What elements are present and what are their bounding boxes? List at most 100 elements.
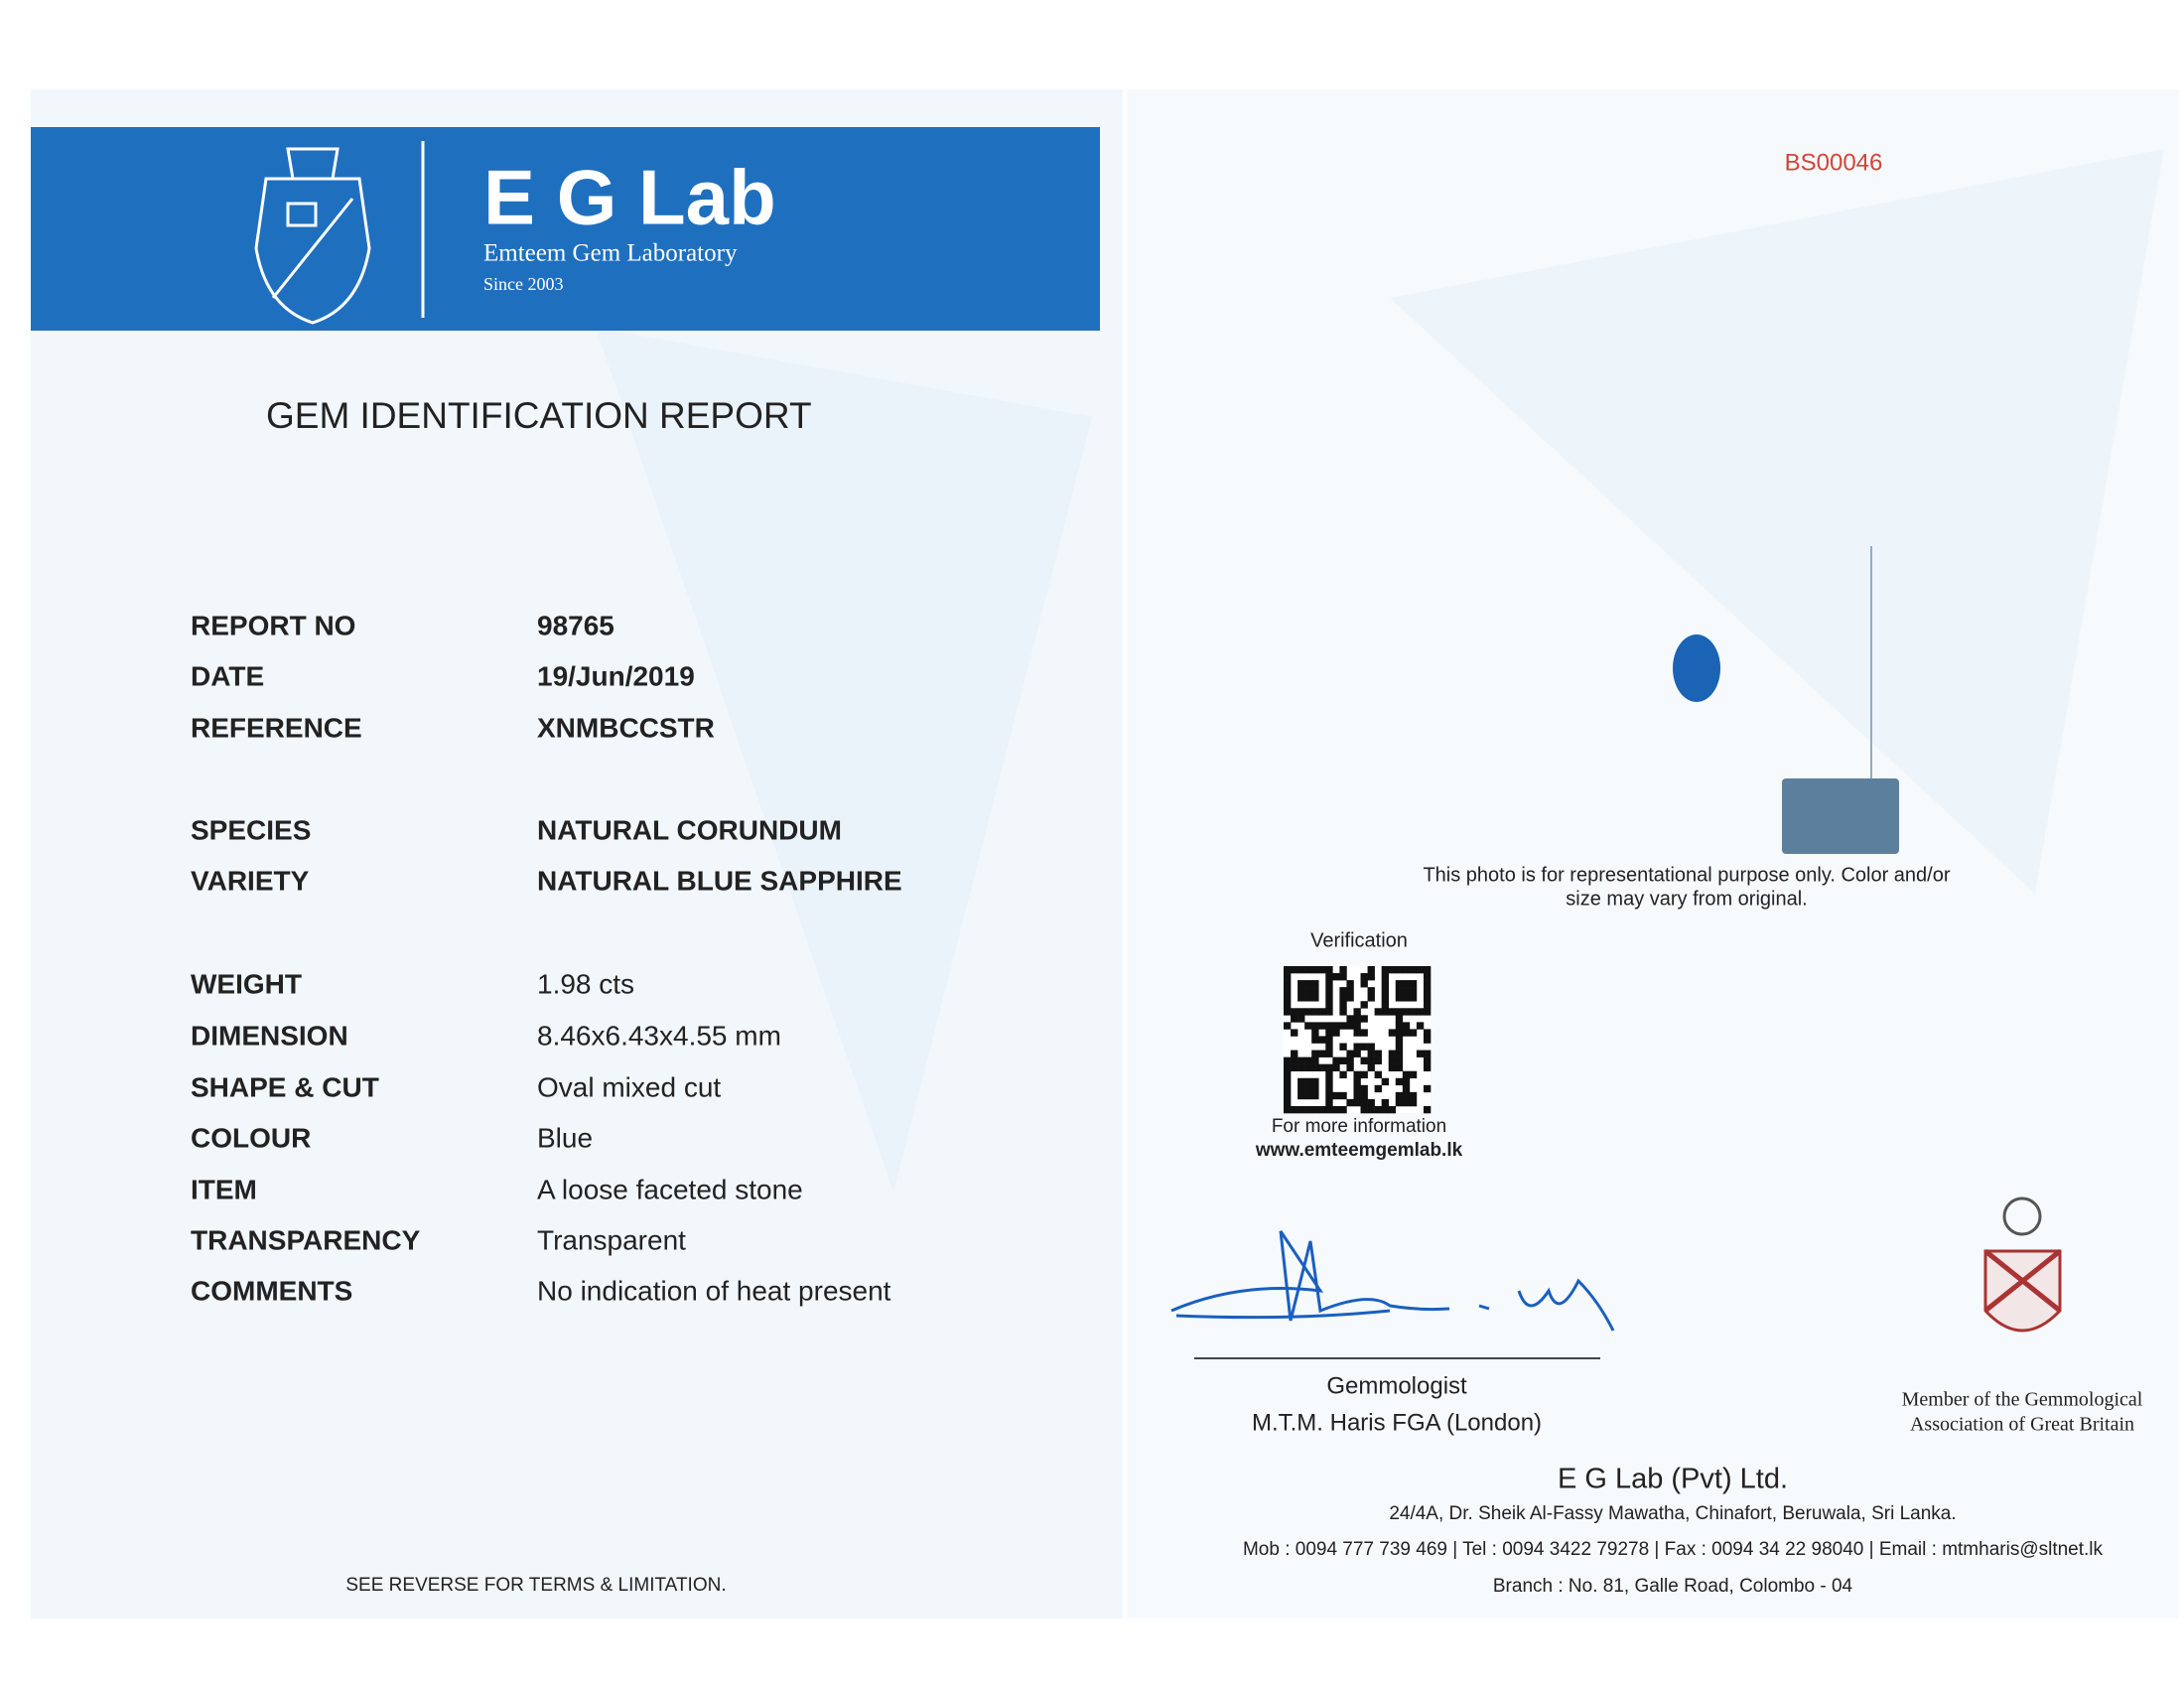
qr-module	[1360, 1043, 1368, 1051]
qr-module	[1304, 1063, 1312, 1072]
qr-module	[1353, 1091, 1361, 1100]
hologram	[1782, 778, 1899, 854]
qr-module	[1402, 966, 1411, 974]
qr-module	[1353, 1084, 1361, 1093]
qr-module	[1395, 1029, 1404, 1037]
qr-module	[1409, 1008, 1418, 1016]
qr-module	[1395, 1077, 1404, 1086]
qr-module	[1332, 1029, 1340, 1037]
field-label: DIMENSION	[191, 1020, 348, 1051]
qr-module	[1395, 1022, 1404, 1030]
qr-module	[1353, 1029, 1361, 1037]
brand-since: Since 2003	[483, 274, 564, 294]
qr-module	[1395, 1050, 1404, 1057]
qr-module	[1402, 1091, 1411, 1100]
field-label: REFERENCE	[191, 712, 362, 743]
qr-module	[1325, 1105, 1333, 1114]
qr-module	[1367, 1050, 1375, 1057]
qr-module	[1291, 1015, 1298, 1023]
qr-module	[1339, 1022, 1347, 1030]
qr-module	[1395, 987, 1404, 995]
field-value: XNMBCCSTR	[537, 712, 715, 743]
qr-module	[1402, 994, 1411, 1002]
field-label: COLOUR	[191, 1122, 311, 1153]
qr-module	[1409, 1091, 1418, 1100]
qr-module	[1325, 1063, 1333, 1072]
field-value: 98765	[537, 610, 614, 640]
qr-module	[1339, 1043, 1347, 1051]
qr-module	[1284, 1022, 1292, 1030]
qr-module	[1325, 1098, 1333, 1107]
qr-module	[1367, 987, 1375, 995]
qr-module	[1409, 966, 1418, 974]
qr-module	[1346, 1050, 1354, 1057]
qr-module	[1325, 1043, 1333, 1051]
qr-module	[1423, 966, 1432, 974]
qr-module	[1381, 1098, 1390, 1107]
qr-module	[1360, 1084, 1368, 1093]
qr-module	[1318, 1105, 1326, 1114]
qr-module	[1284, 1056, 1292, 1064]
qr-module	[1318, 1008, 1326, 1016]
field-value: A loose faceted stone	[537, 1174, 803, 1204]
qr-module	[1304, 980, 1312, 988]
qr-module	[1325, 1070, 1333, 1079]
qr-module	[1388, 1029, 1397, 1037]
qr-module	[1325, 980, 1333, 988]
field-value: 1.98 cts	[537, 968, 634, 999]
qr-module	[1346, 1098, 1354, 1107]
qr-module	[1297, 987, 1305, 995]
signature	[1170, 1230, 1615, 1332]
qr-module	[1332, 973, 1340, 981]
qr-module	[1395, 1098, 1404, 1107]
qr-module	[1423, 973, 1432, 981]
qr-module	[1409, 980, 1418, 988]
qr-module	[1284, 980, 1292, 988]
field-value: 8.46x6.43x4.55 mm	[537, 1020, 781, 1051]
qr-module	[1339, 987, 1347, 995]
qr-module	[1360, 1029, 1368, 1037]
qr-module	[1311, 1091, 1319, 1100]
qr-module	[1360, 973, 1368, 981]
qr-module	[1353, 1077, 1361, 1086]
qr-module	[1374, 1070, 1382, 1079]
qr-module	[1284, 1008, 1292, 1016]
qr-module	[1339, 1070, 1347, 1079]
qr-module	[1311, 1105, 1319, 1114]
qr-module	[1311, 966, 1319, 974]
qr-module	[1346, 1063, 1354, 1072]
qr-module	[1346, 980, 1354, 988]
qr-module	[1423, 980, 1432, 988]
qr-module	[1409, 1070, 1418, 1079]
qr-module	[1318, 1063, 1326, 1072]
qr-module	[1332, 1091, 1340, 1100]
qr-module	[1339, 994, 1347, 1002]
qr-module	[1346, 987, 1354, 995]
qr-module	[1297, 1077, 1305, 1086]
qr-module	[1381, 1077, 1390, 1086]
qr-module	[1284, 1098, 1292, 1107]
brand: E G Lab	[483, 154, 776, 241]
qr-module	[1284, 973, 1292, 981]
qr-module	[1395, 980, 1404, 988]
qr-module	[1402, 1098, 1411, 1107]
qr-module	[1291, 1050, 1298, 1057]
qr-module	[1367, 973, 1375, 981]
qr-module	[1297, 1056, 1305, 1064]
qr-module	[1367, 1098, 1375, 1107]
qr-module	[1367, 1063, 1375, 1072]
qr-module	[1332, 1063, 1340, 1072]
qr-module	[1332, 1105, 1340, 1114]
qr-module	[1297, 1105, 1305, 1114]
field-value: No indication of heat present	[537, 1275, 891, 1306]
qr-module	[1284, 966, 1292, 974]
qr-module	[1395, 966, 1404, 974]
qr-module	[1423, 1008, 1432, 1016]
qr-module	[1339, 973, 1347, 981]
signatory-name: M.T.M. Haris FGA (London)	[1252, 1409, 1542, 1436]
qr-module	[1311, 1056, 1319, 1064]
qr-module	[1291, 1056, 1298, 1064]
qr-module	[1284, 994, 1292, 1002]
qr-module	[1346, 1056, 1354, 1064]
qr-module	[1304, 1077, 1312, 1086]
